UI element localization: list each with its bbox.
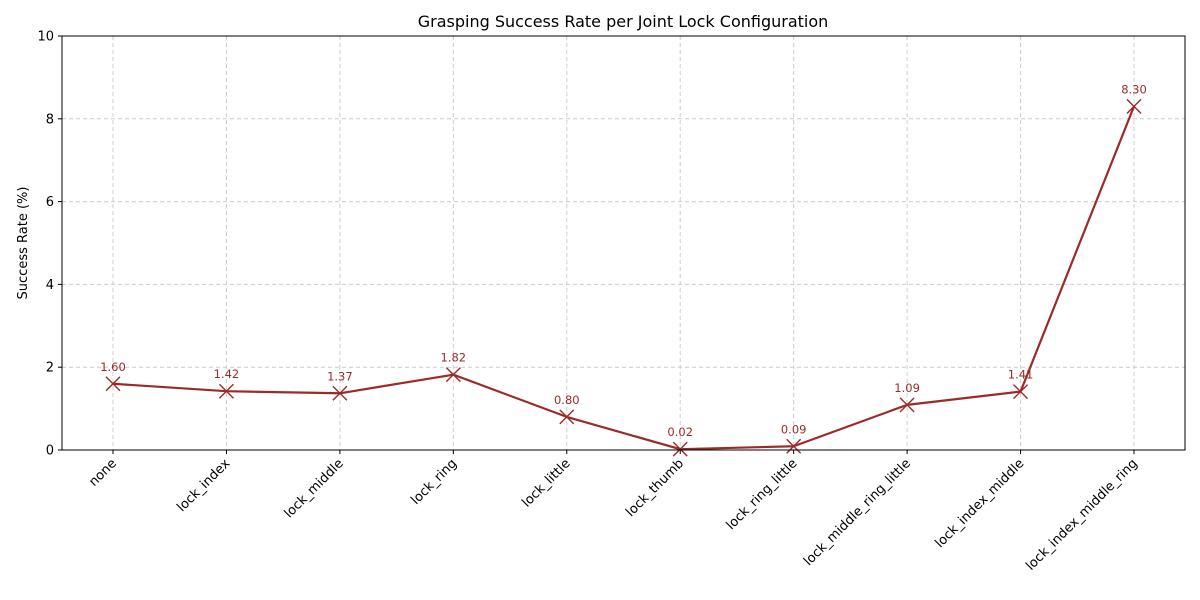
data-label: 1.37 [327,369,353,383]
data-point-marker [559,409,575,425]
y-tick-label: 2 [46,361,54,376]
data-point-marker [445,367,461,383]
data-label: 0.02 [667,425,693,439]
data-label: 1.60 [100,360,126,374]
data-label: 1.42 [214,367,240,381]
y-tick-label: 8 [46,112,54,127]
chart-title: Grasping Success Rate per Joint Lock Con… [418,12,829,31]
data-point-marker [1126,98,1142,114]
data-point-marker [105,376,121,392]
data-label: 0.09 [781,422,807,436]
data-point-marker [1013,384,1029,400]
data-label: 1.41 [1008,368,1034,382]
x-tick-label: lock_middle_ring_little [801,456,914,569]
x-tick-label: lock_middle [282,456,347,521]
data-label: 0.80 [554,393,580,407]
x-axis-ticks: none lock_index lock_middle lock_ring lock_l… [86,450,1141,574]
plot-frame [61,35,1186,451]
x-tick-label: lock_ring [408,456,460,508]
data-point-marker [672,441,688,457]
data-point-marker [899,397,915,413]
data-point-marker [332,385,348,401]
data-point-marker [218,383,234,399]
y-axis-ticks: 0 2 4 6 8 10 [37,30,62,459]
y-axis-label: Success Rate (%) [16,187,31,300]
x-tick-label: lock_little [519,456,573,510]
data-point-marker [786,438,802,454]
x-tick-label: lock_thumb [623,456,687,520]
series-layer: 1.60 1.42 1.37 1.82 0.80 0.02 0.09 1.09 1.41 8.30 [100,82,1147,457]
data-label: 1.82 [441,351,467,365]
y-tick-label: 6 [46,195,54,210]
x-tick-label: lock_index [174,456,233,515]
data-label: 8.30 [1121,82,1147,96]
y-tick-label: 0 [46,444,54,459]
y-tick-label: 4 [46,278,54,293]
series-line [112,105,1136,451]
y-tick-label: 10 [37,30,54,45]
x-tick-label: none [86,456,120,490]
x-tick-label: lock_index_middle_ring [1023,456,1140,573]
data-label: 1.09 [894,381,920,395]
x-tick-label: lock_ring_little [724,456,801,533]
x-tick-label: lock_index_middle [932,456,1027,551]
